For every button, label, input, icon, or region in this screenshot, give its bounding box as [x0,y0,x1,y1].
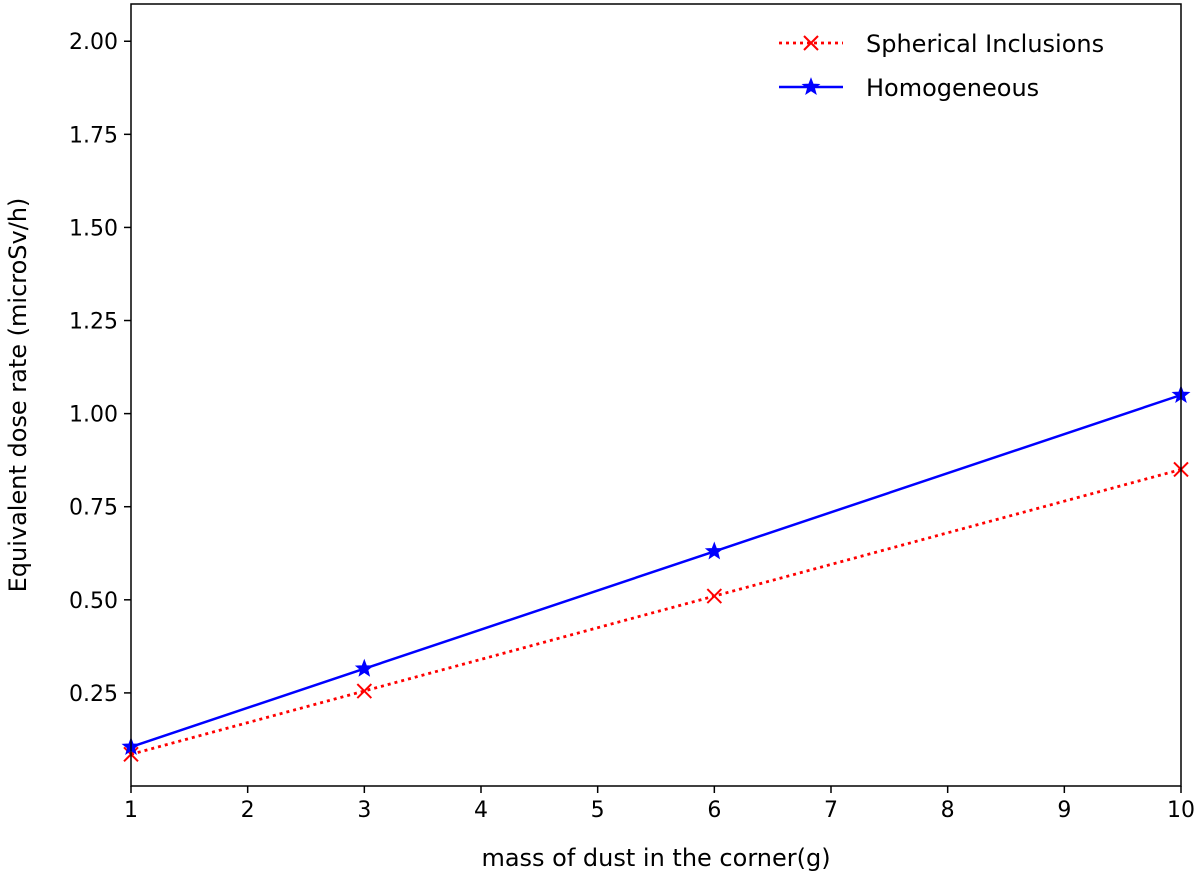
data-point-series-2 [704,541,724,560]
series-line-1 [130,468,1182,756]
y-axis: 0.25 0.50 0.75 1.00 1.25 1.50 1.75 2.00 [69,30,131,707]
y-tick-label: 0.75 [69,496,118,521]
x-tick-label: 7 [824,798,838,823]
data-point-series-1 [706,588,723,604]
x-tick-label: 5 [591,798,605,823]
data-point-series-1 [356,683,373,699]
plot-frame [130,3,1182,787]
series-line-2 [130,393,1182,749]
data-point-series-2 [354,658,374,677]
x-tick-label: 10 [1167,798,1195,823]
y-tick-label: 1.75 [69,123,118,148]
legend-marker [801,77,821,96]
x-tick-label: 2 [241,798,255,823]
x-tick-label: 9 [1057,798,1071,823]
x-axis: 1 2 3 4 5 6 7 8 9 10 [124,786,1195,823]
legend-label: Spherical Inclusions [866,30,1104,58]
y-tick-label: 1.25 [69,310,118,335]
x-tick-label: 4 [474,798,488,823]
plot-area [121,385,1191,763]
y-tick-label: 1.00 [69,403,118,428]
y-tick-label: 1.50 [69,216,118,241]
legend-marker [803,35,819,51]
legend: Spherical Inclusions Homogeneous [779,30,1104,102]
x-tick-label: 3 [357,798,371,823]
y-axis-label: Equivalent dose rate (microSv/h) [4,198,32,593]
y-tick-label: 2.00 [69,30,118,55]
y-tick-label: 0.25 [69,682,118,707]
x-tick-label: 8 [941,798,955,823]
x-axis-label: mass of dust in the corner(g) [481,844,830,872]
y-tick-label: 0.50 [69,589,118,614]
x-tick-label: 6 [707,798,721,823]
legend-label: Homogeneous [866,74,1039,102]
x-tick-label: 1 [124,798,138,823]
